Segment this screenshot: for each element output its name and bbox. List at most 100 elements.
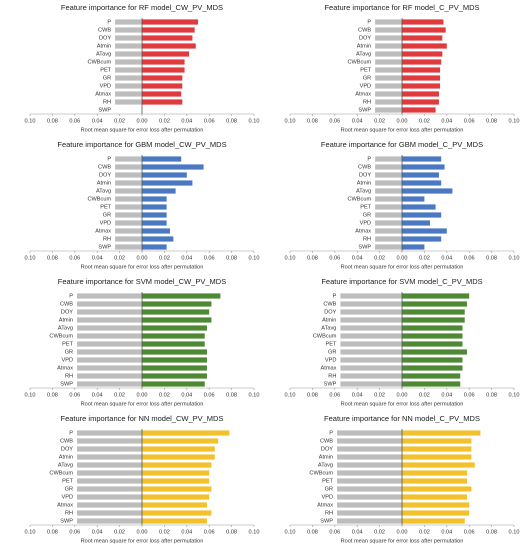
x-tick-label: 0.02 (114, 529, 125, 535)
bar (77, 325, 142, 331)
feature-label: SWP (60, 518, 73, 524)
feature-label: Atmax (95, 228, 111, 234)
feature-label: Atmax (95, 91, 111, 97)
feature-label: Atmin (59, 454, 73, 460)
bar (402, 301, 467, 307)
panel: Feature importance for GBM model_C_PV_MD… (285, 140, 520, 271)
bar (142, 365, 207, 371)
feature-label: GR (325, 486, 333, 492)
feature-label: Atmin (322, 317, 336, 323)
bar (337, 446, 402, 452)
bar (115, 83, 142, 89)
feature-label: VPD (325, 357, 337, 363)
feature-label: CWBcum (87, 196, 111, 202)
bar (115, 67, 142, 73)
feature-label: VPD (360, 220, 372, 226)
x-axis-label: Root mean square for error loss after pe… (341, 401, 464, 407)
bar (142, 180, 193, 186)
x-tick-label: 0.08 (307, 392, 318, 398)
x-tick-label: 0.00 (397, 392, 408, 398)
bar (402, 180, 442, 186)
x-tick-label: 0.08 (307, 255, 318, 261)
x-tick-label: 0.08 (47, 392, 58, 398)
x-tick-label: 0.02 (419, 255, 430, 261)
panel: Feature importance for RF model_CW_PV_MD… (25, 3, 260, 134)
x-tick-label: 0.00 (397, 255, 408, 261)
x-tick-label: 0.10 (249, 118, 260, 124)
bar (402, 172, 439, 178)
x-tick-label: 0.06 (204, 118, 215, 124)
feature-label: ATavg (321, 325, 336, 331)
bar (402, 430, 481, 436)
bar (77, 349, 142, 355)
bar (375, 164, 402, 170)
panel-title: Feature importance for RF model_C_PV_MDS (324, 3, 479, 12)
x-tick-label: 0.08 (226, 529, 237, 535)
feature-label: PET (62, 341, 73, 347)
bar (340, 341, 402, 347)
feature-label: SWP (358, 244, 371, 250)
bar (115, 19, 142, 25)
x-axis-label: Root mean square for error loss after pe… (341, 264, 464, 270)
bar (375, 83, 402, 89)
x-tick-label: 0.04 (92, 118, 103, 124)
feature-label: GR (103, 75, 111, 81)
bar (340, 293, 402, 299)
x-axis-label: Root mean square for error loss after pe… (341, 538, 464, 544)
x-tick-label: 0.04 (181, 118, 192, 124)
bar (142, 454, 215, 460)
bar (340, 317, 402, 323)
feature-label: CWB (320, 438, 333, 444)
panel: Feature importance for RF model_C_PV_MDS… (285, 3, 520, 134)
feature-label: PET (100, 204, 111, 210)
bar (375, 35, 402, 41)
feature-label: ATavg (96, 188, 111, 194)
feature-label: PET (322, 478, 333, 484)
bar (337, 430, 402, 436)
feature-label: CWB (60, 301, 73, 307)
x-tick-label: 0.04 (352, 118, 363, 124)
bar (340, 333, 402, 339)
bar (142, 381, 205, 387)
bar (77, 381, 142, 387)
bar (115, 75, 142, 81)
bar (375, 220, 402, 226)
bar (402, 83, 441, 89)
bar (142, 164, 204, 170)
x-tick-label: 0.10 (509, 118, 520, 124)
x-tick-label: 0.10 (509, 529, 520, 535)
bar (402, 373, 461, 379)
bar (402, 333, 463, 339)
x-tick-label: 0.08 (47, 529, 58, 535)
feature-label: Atmax (355, 228, 371, 234)
x-tick-label: 0.02 (374, 255, 385, 261)
bar (402, 236, 442, 242)
x-tick-label: 0.08 (226, 392, 237, 398)
feature-label: RH (103, 236, 111, 242)
bar (402, 462, 475, 468)
x-tick-label: 0.08 (226, 255, 237, 261)
feature-label: DOY (359, 35, 371, 41)
bar (142, 99, 183, 105)
bar (375, 180, 402, 186)
feature-label: RH (103, 99, 111, 105)
bar (340, 349, 402, 355)
x-tick-label: 0.02 (159, 118, 170, 124)
bar (375, 99, 402, 105)
x-tick-label: 0.04 (181, 529, 192, 535)
bar (375, 172, 402, 178)
bar (337, 478, 402, 484)
x-tick-label: 0.02 (419, 529, 430, 535)
feature-label: Atmin (97, 43, 111, 49)
feature-label: DOY (99, 172, 111, 178)
panel-title: Feature importance for NN model_CW_PV_MD… (61, 414, 224, 423)
bar (375, 156, 402, 162)
x-tick-label: 0.06 (69, 118, 80, 124)
bar (115, 188, 142, 194)
feature-label: P (333, 293, 337, 299)
bar (115, 244, 142, 250)
bar (402, 204, 436, 210)
bar (142, 196, 167, 202)
feature-label: DOY (324, 309, 336, 315)
bar (142, 75, 183, 81)
